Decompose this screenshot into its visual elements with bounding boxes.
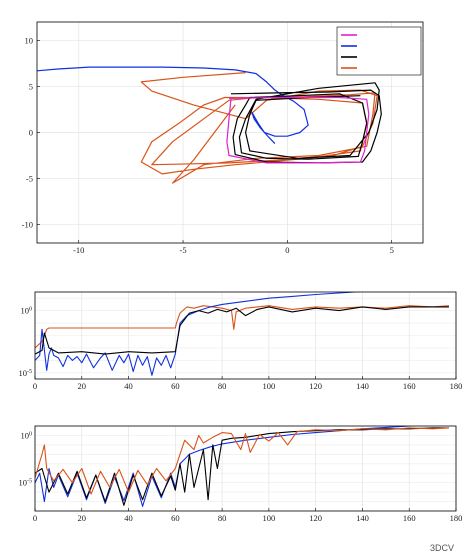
herr-group-xtick-label: 0 [33, 381, 37, 391]
verr-group-series-line-0 [35, 426, 419, 507]
herr-group-xtick-label: 40 [124, 381, 133, 391]
traj-series-line-0 [226, 96, 370, 164]
verr-group-xtick-label: 40 [124, 513, 133, 523]
verr-group-ytick-label-minus5: 10-5 [19, 478, 33, 488]
verr-group-xtick-label: 60 [171, 513, 180, 523]
verr-group-series-line-1 [35, 427, 449, 506]
traj-xtick-label: -10 [73, 245, 84, 255]
herr-group-xtick-label: 20 [78, 381, 87, 391]
herr-group-series-line-0 [35, 292, 362, 376]
vertical-error-chart: 0 20 40 60 80 100 120 140 160 180 100 10-5 [19, 425, 463, 523]
verr-group-plot-bg [35, 426, 456, 511]
verr-group-frame [34, 425, 457, 512]
verr-group-xtick-label: 180 [450, 513, 463, 523]
herr-group-xtick-label: 180 [450, 381, 463, 391]
traj-ytick-label: 10 [25, 35, 34, 45]
traj-xtick-label: 0 [285, 245, 289, 255]
verr-group-xtick-label: 160 [403, 513, 416, 523]
herr-group-ytick-label-0: 100 [21, 306, 33, 316]
traj-xtick-label: -5 [180, 245, 187, 255]
herr-group-series-line-1 [35, 306, 449, 355]
herr-group-frame [34, 291, 457, 380]
traj-ytick-label: 5 [29, 81, 33, 91]
herr-group-xtick-label: 120 [309, 381, 322, 391]
herr-group-xtick-label: 140 [356, 381, 369, 391]
herr-group-xtick-label: 80 [218, 381, 227, 391]
trajectory-chart: -10 -5 0 5 -10 -5 0 5 10 [22, 21, 424, 255]
verr-group-xtick-label: 140 [356, 513, 369, 523]
verr-group-xtick-label: 100 [263, 513, 276, 523]
traj-xtick-label: 5 [390, 245, 394, 255]
traj-ytick-label: -10 [22, 220, 33, 230]
traj-frame [36, 21, 424, 244]
verr-group-xtick-label: 120 [309, 513, 322, 523]
verr-group-series-line-2 [35, 427, 450, 495]
horizontal-error-chart: 0 20 40 60 80 100 120 140 160 180 100 10-5 [19, 291, 463, 391]
herr-group-ytick-label-minus5: 10-5 [19, 368, 33, 378]
traj-series-line-1 [37, 66, 309, 145]
herr-group-xtick-label: 60 [171, 381, 180, 391]
traj-ytick-label: -5 [26, 174, 33, 184]
verr-group-xtick-label: 20 [78, 513, 87, 523]
verr-group-xtick-label: 80 [218, 513, 227, 523]
watermark: 3DCV [430, 543, 454, 553]
traj-series-line-2 [230, 82, 382, 164]
verr-group-ytick-label-0: 100 [21, 430, 33, 440]
herr-group-xtick-label: 160 [403, 381, 416, 391]
verr-group-xtick-label: 0 [33, 513, 37, 523]
herr-group-xtick-label: 100 [263, 381, 276, 391]
traj-ytick-label: 0 [29, 128, 33, 138]
